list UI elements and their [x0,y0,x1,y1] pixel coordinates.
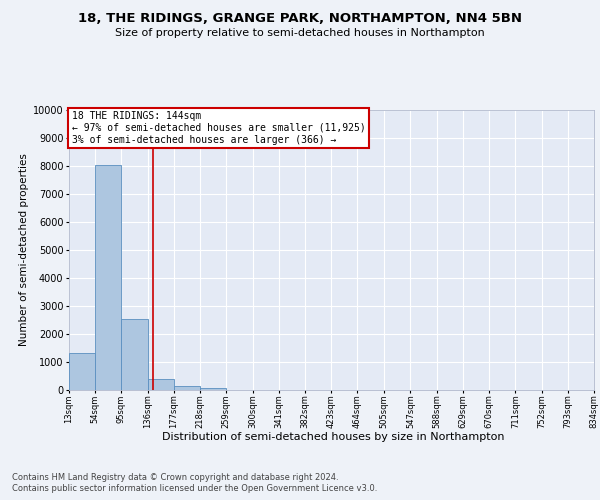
Text: 18 THE RIDINGS: 144sqm
← 97% of semi-detached houses are smaller (11,925)
3% of : 18 THE RIDINGS: 144sqm ← 97% of semi-det… [71,112,365,144]
Y-axis label: Number of semi-detached properties: Number of semi-detached properties [19,154,29,346]
Bar [121,320,148,390]
Text: Contains public sector information licensed under the Open Government Licence v3: Contains public sector information licen… [12,484,377,493]
Bar [95,166,121,390]
Text: Distribution of semi-detached houses by size in Northampton: Distribution of semi-detached houses by … [162,432,504,442]
Bar [69,353,95,390]
Text: 18, THE RIDINGS, GRANGE PARK, NORTHAMPTON, NN4 5BN: 18, THE RIDINGS, GRANGE PARK, NORTHAMPTO… [78,12,522,26]
Bar [148,379,174,390]
Text: Size of property relative to semi-detached houses in Northampton: Size of property relative to semi-detach… [115,28,485,38]
Bar [174,386,200,390]
Text: Contains HM Land Registry data © Crown copyright and database right 2024.: Contains HM Land Registry data © Crown c… [12,472,338,482]
Bar [200,388,226,390]
